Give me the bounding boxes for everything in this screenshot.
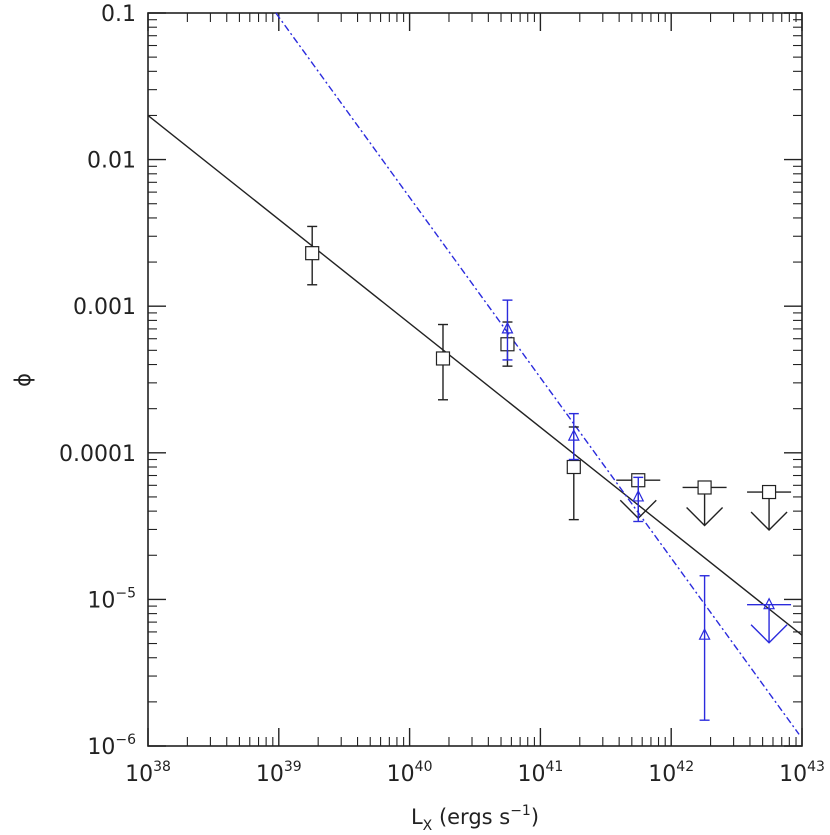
- y-tick-exponent: −6: [115, 732, 136, 748]
- black-upper-limit-arrowhead: [686, 506, 724, 527]
- black-square-point: [305, 246, 320, 261]
- black-square-point: [566, 459, 581, 475]
- blue-triangle-point: [567, 428, 580, 441]
- minor-ticks: [148, 13, 802, 746]
- y-tick-text: 10: [87, 735, 115, 760]
- x-tick-labels: 1038 1039 1040 1041 1042 1043: [125, 759, 825, 787]
- x-tick-base: 10: [125, 762, 153, 787]
- black-square-point: [697, 480, 712, 495]
- x-tick-exponent: 42: [676, 759, 694, 775]
- blue-upper-limit-arrowhead: [750, 624, 788, 644]
- black-upper-limit-arrowhead: [750, 511, 788, 532]
- y-tick-text: 10: [87, 588, 115, 613]
- y-tick-text: 0.01: [87, 149, 136, 174]
- plot-frame: [147, 12, 803, 747]
- x-tick-exponent: 43: [807, 759, 825, 775]
- power-law-fit-solid: [147, 114, 803, 636]
- y-tick-label: 0.001: [73, 295, 136, 320]
- x-tick-label: 1042: [648, 759, 694, 787]
- x-tick-label: 1039: [256, 759, 302, 787]
- x-tick-base: 10: [517, 762, 545, 787]
- y-tick-text: 0.0001: [59, 442, 136, 467]
- data-marks: [305, 225, 792, 721]
- y-tick-label: 0.0001: [59, 442, 136, 467]
- x-tick-label: 1038: [125, 759, 171, 787]
- x-axis-label: LX (ergs s−1): [411, 803, 539, 834]
- x-tick-label: 1040: [387, 759, 433, 787]
- x-tick-base: 10: [387, 762, 415, 787]
- black-square-point: [761, 484, 777, 500]
- x-tick-base: 10: [256, 762, 284, 787]
- x-tick-base: 10: [648, 762, 676, 787]
- y-axis-label: ϕ: [11, 373, 35, 387]
- major-ticks: [147, 12, 803, 747]
- x-tick-exponent: 39: [284, 759, 302, 775]
- x-tick-label: 1041: [517, 759, 563, 787]
- y-tick-text: 0.1: [101, 2, 136, 27]
- blue-triangle-point: [698, 627, 711, 640]
- y-tick-label: 10−5: [87, 585, 136, 613]
- fit-lines: [147, 12, 803, 735]
- x-tick-label: 1043: [779, 759, 825, 787]
- x-tick-base: 10: [779, 762, 807, 787]
- blue-triangle-point: [763, 597, 776, 610]
- y-tick-text: 0.001: [73, 295, 136, 320]
- power-law-fit-dashdot: [275, 12, 800, 735]
- blue-triangle-point: [501, 321, 514, 334]
- black-square-point: [435, 351, 451, 366]
- y-tick-label: 10−6: [87, 732, 136, 760]
- y-tick-exponent: −5: [115, 585, 136, 601]
- x-tick-exponent: 40: [415, 759, 433, 775]
- x-tick-exponent: 38: [153, 759, 171, 775]
- blue-triangle-point: [632, 489, 645, 502]
- x-tick-exponent: 41: [545, 759, 563, 775]
- y-tick-label: 0.01: [87, 149, 136, 174]
- y-tick-label: 0.1: [101, 2, 136, 27]
